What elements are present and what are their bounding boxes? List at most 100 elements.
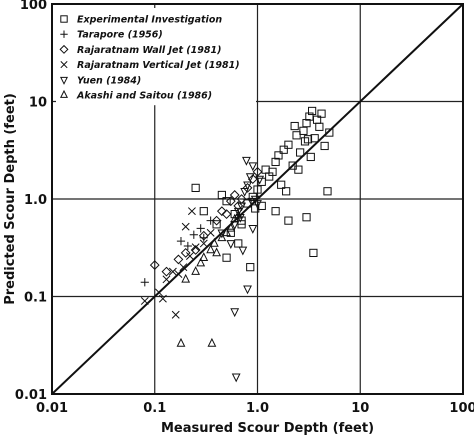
legend-marker-plus xyxy=(60,30,68,38)
data-point-square xyxy=(299,126,308,135)
data-point-square xyxy=(284,216,293,225)
legend-marker-cross xyxy=(60,61,68,69)
data-point-triangle-down xyxy=(247,197,257,207)
data-point-square xyxy=(246,263,255,272)
legend-marker-triangle-up xyxy=(59,89,69,98)
data-point-square xyxy=(292,131,301,140)
data-point-triangle-up xyxy=(181,273,191,283)
data-point-cross xyxy=(168,267,177,276)
data-point-diamond xyxy=(149,260,160,270)
data-point-square xyxy=(199,207,208,216)
series-triangle-up xyxy=(176,209,243,347)
x-tick-label: 0.01 xyxy=(36,401,68,416)
data-point-diamond xyxy=(225,196,236,207)
data-point-square xyxy=(323,187,332,196)
data-point-diamond xyxy=(180,247,191,258)
data-point-plus xyxy=(189,230,198,239)
data-point-square xyxy=(302,213,311,222)
data-point-square xyxy=(222,253,231,262)
data-point-square xyxy=(306,152,315,162)
data-point-cross xyxy=(158,294,167,303)
data-point-triangle-up xyxy=(209,237,219,247)
legend-label: Rajaratnam Vertical Jet (1981) xyxy=(77,60,240,71)
data-point-square xyxy=(191,183,200,192)
data-point-square xyxy=(296,148,305,157)
data-point-diamond xyxy=(198,230,209,241)
data-point-diamond xyxy=(242,182,253,193)
data-point-plus xyxy=(196,224,205,233)
legend-marker-square xyxy=(60,15,68,23)
data-point-square xyxy=(251,204,260,213)
data-point-triangle-up xyxy=(191,266,201,275)
series-square xyxy=(191,106,334,272)
data-point-square xyxy=(248,192,257,202)
legend-label: Yuen (1984) xyxy=(77,75,141,86)
x-tick-label: 0.1 xyxy=(143,401,166,416)
data-point-diamond xyxy=(247,174,258,185)
x-tick-label: 100 xyxy=(449,401,474,416)
data-point-triangle-down xyxy=(231,373,241,383)
plot-frame xyxy=(51,3,464,395)
data-point-triangle-down xyxy=(243,285,252,295)
data-point-cross xyxy=(174,270,183,278)
data-point-triangle-down xyxy=(242,156,251,166)
data-point-square xyxy=(268,167,277,176)
data-point-square xyxy=(308,106,317,116)
data-point-cross xyxy=(191,243,200,252)
tick-labels: 0.01 0.1 1.0 10 100 0.01 0.1 1.0 10 100 xyxy=(15,0,474,416)
data-point-square xyxy=(271,157,280,167)
data-point-triangle-down xyxy=(248,162,258,172)
data-point-triangle-down xyxy=(253,200,262,209)
data-point-square xyxy=(282,187,291,196)
legend-label: Experimental Investigation xyxy=(77,15,222,26)
data-point-cross xyxy=(179,263,188,272)
data-point-triangle-down xyxy=(238,246,248,256)
legend: Experimental Investigation Tarapore (1956… xyxy=(59,15,240,102)
series-cross xyxy=(140,207,215,319)
data-point-square xyxy=(325,128,334,137)
data-point-diamond xyxy=(221,209,232,220)
data-point-diamond xyxy=(161,266,172,277)
data-point-triangle-up xyxy=(233,209,243,219)
data-point-square xyxy=(290,121,299,131)
data-point-triangle-up xyxy=(176,337,186,347)
data-point-triangle-down xyxy=(243,181,252,191)
data-point-triangle-down xyxy=(230,308,240,318)
data-point-triangle-down xyxy=(245,173,255,183)
data-point-square xyxy=(261,165,270,174)
data-point-square xyxy=(217,190,226,200)
data-point-triangle-down xyxy=(248,225,258,234)
data-point-cross xyxy=(171,310,180,319)
data-point-plus xyxy=(183,241,192,251)
legend-label: Akashi and Saitou (1986) xyxy=(76,91,212,102)
data-point-square xyxy=(309,248,318,258)
data-point-square xyxy=(320,141,329,151)
data-point-square xyxy=(294,165,303,174)
data-point-triangle-up xyxy=(207,337,217,347)
data-point-plus xyxy=(176,237,186,246)
data-point-triangle-down xyxy=(233,207,243,217)
x-axis-label: Measured Scour Depth (feet) xyxy=(161,421,374,436)
legend-background xyxy=(56,8,256,106)
y-tick-label: 10 xyxy=(29,96,47,111)
y-tick-label: 0.01 xyxy=(15,388,47,403)
data-point-square xyxy=(234,239,243,248)
data-point-square xyxy=(279,145,288,154)
data-point-triangle-down xyxy=(240,187,250,197)
legend-label: Rajaratnam Wall Jet (1981) xyxy=(77,45,221,56)
data-point-diamond xyxy=(173,254,184,265)
data-point-square xyxy=(274,151,283,160)
legend-marker-diamond xyxy=(59,44,69,54)
data-point-triangle-up xyxy=(226,222,236,232)
data-point-square xyxy=(302,119,311,128)
data-point-cross xyxy=(199,239,208,248)
legend-label: Tarapore (1956) xyxy=(77,30,163,41)
data-point-triangle-up xyxy=(212,247,222,257)
data-point-triangle-down xyxy=(230,221,240,230)
data-point-square xyxy=(277,180,286,189)
data-point-square xyxy=(271,207,280,216)
data-marks xyxy=(140,106,334,383)
data-point-triangle-up xyxy=(222,227,231,237)
data-point-triangle-down xyxy=(250,195,260,205)
